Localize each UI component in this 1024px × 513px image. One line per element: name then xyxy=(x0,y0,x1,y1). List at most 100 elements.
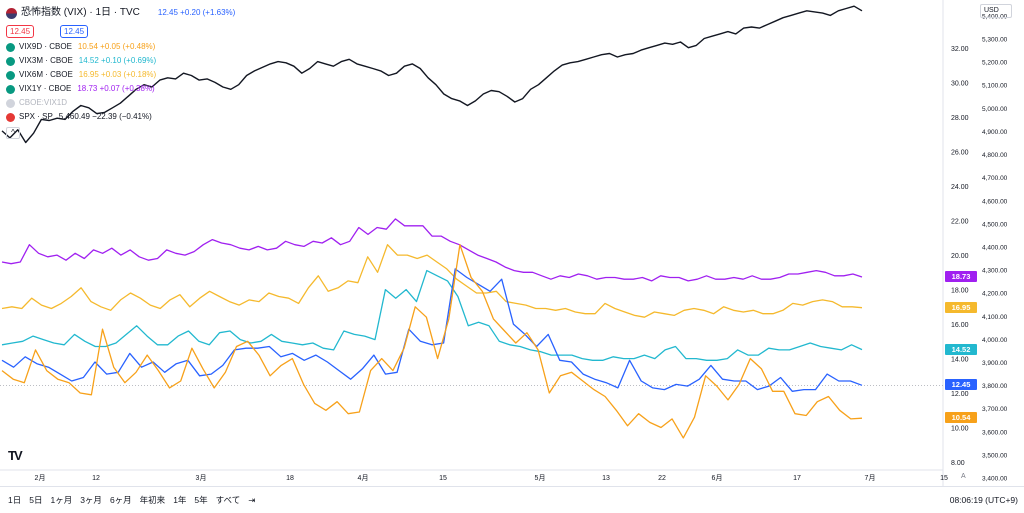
symbol-icon xyxy=(6,112,15,122)
series-line-vix3m xyxy=(1,269,863,361)
range-1y-button[interactable]: 1年 xyxy=(173,495,187,505)
y-right-tick: 5,300.00 xyxy=(982,37,1008,44)
y-right-tick: 3,600.00 xyxy=(982,429,1008,436)
y-right-tick: 4,800.00 xyxy=(982,152,1008,159)
y-left-tick: 18.00 xyxy=(951,288,969,295)
x-tick-label: 6月 xyxy=(712,474,723,482)
series-line-vix6m xyxy=(1,244,863,318)
symbol-icon xyxy=(6,56,15,66)
legend-label: VIX6M · CBOE xyxy=(19,70,73,79)
legend-item[interactable]: VIX6M · CBOE 16.95 +0.03 (+0.18%) xyxy=(6,68,235,82)
range-5y-button[interactable]: 5年 xyxy=(194,495,208,505)
us-flag-icon xyxy=(6,7,17,19)
y-right-tick: 4,400.00 xyxy=(982,244,1008,251)
range-all-button[interactable]: すべて xyxy=(215,495,241,505)
y-left-tick: 28.00 xyxy=(951,115,969,122)
range-ytd-button[interactable]: 年初来 xyxy=(139,495,166,505)
y-right-tick: 4,700.00 xyxy=(982,175,1008,182)
legend-label: VIX9D · CBOE xyxy=(19,42,72,51)
y-right-tick: 5,100.00 xyxy=(982,83,1008,90)
y-right-tick: 4,100.00 xyxy=(982,314,1008,321)
y-right-tick: 5,400.00 xyxy=(982,13,1008,20)
range-1d-button[interactable]: 1日 xyxy=(8,495,22,505)
y-right-tick: 4,900.00 xyxy=(982,129,1008,136)
x-tick-label: 3月 xyxy=(196,474,207,482)
range-1m-button[interactable]: 1ヶ月 xyxy=(50,495,73,505)
x-axis: 2月 12 3月 18 4月 15 5月 13 22 6月 17 7月 15 xyxy=(35,474,948,482)
legend-quote: 14.52 +0.10 (+0.69%) xyxy=(78,56,157,65)
last-value-badge: 16.95 xyxy=(945,301,977,313)
last-value-badge: 14.52 xyxy=(945,343,977,355)
legend-item[interactable]: VIX9D · CBOE 10.54 +0.05 (+0.48%) xyxy=(6,40,235,54)
y-right-tick: 3,900.00 xyxy=(982,360,1008,367)
symbol-title: 恐怖指数 (VIX) · 1日 · TVC xyxy=(21,7,140,18)
y-right-tick: 4,200.00 xyxy=(982,291,1008,298)
legend-label: VIX1Y · CBOE xyxy=(19,84,72,93)
symbol-icon xyxy=(6,98,15,108)
x-tick-label: 15 xyxy=(439,475,447,482)
legend-title-row[interactable]: 恐怖指数 (VIX) · 1日 · TVC 12.45 +0.20 (+1.63… xyxy=(6,6,235,20)
y-right-tick: 5,200.00 xyxy=(982,60,1008,67)
legend-item[interactable]: SPX · SP 5,460.49 −22.39 (−0.41%) xyxy=(6,110,235,124)
legend-quote: 16.95 +0.03 (+0.18%) xyxy=(78,70,157,79)
legend-label: SPX · SP xyxy=(19,112,53,121)
y-left-tick: 24.00 xyxy=(951,184,969,191)
last-value-badge: 12.45 xyxy=(945,379,977,391)
y-right-tick: 4,500.00 xyxy=(982,221,1008,228)
legend-item[interactable]: VIX1Y · CBOE 18.73 +0.07 (+0.38%) xyxy=(6,82,235,96)
y-right-tick: 5,000.00 xyxy=(982,106,1008,113)
x-tick-label: 18 xyxy=(286,475,294,482)
y-left-tick: 14.00 xyxy=(951,357,969,364)
y-right-tick: 3,500.00 xyxy=(982,452,1008,459)
bottom-toolbar: 1日 5日 1ヶ月 3ヶ月 6ヶ月 年初来 1年 5年 すべて ⇥ 08:06:… xyxy=(0,486,1024,513)
bid-ask-row: 12.45 12.45 xyxy=(6,24,235,38)
y-right-tick: 3,700.00 xyxy=(982,406,1008,413)
symbol-icon xyxy=(6,42,15,52)
legend-quote: 5,460.49 −22.39 (−0.41%) xyxy=(58,112,152,121)
symbol-icon xyxy=(6,70,15,80)
legend-label: VIX3M · CBOE xyxy=(19,56,73,65)
x-tick-label: 4月 xyxy=(358,474,369,482)
series-line-vix1y xyxy=(1,218,863,282)
range-3m-button[interactable]: 3ヶ月 xyxy=(80,495,102,505)
series-line-spx xyxy=(1,5,863,144)
y-left-tick: 10.00 xyxy=(951,426,969,433)
currency-select[interactable]: USD xyxy=(980,4,1012,18)
y-left-tick: 30.00 xyxy=(951,81,969,88)
y-left-tick: 22.00 xyxy=(951,219,969,226)
collapse-legend-button[interactable]: ^ xyxy=(6,127,20,139)
legend-quote: 18.73 +0.07 (+0.38%) xyxy=(77,84,155,93)
last-value-badge: 18.73 xyxy=(945,270,977,282)
y-left-tick: 20.00 xyxy=(951,253,969,260)
goto-date-icon[interactable]: ⇥ xyxy=(248,494,256,505)
series-lines xyxy=(1,5,863,439)
last-value-badge: 10.54 xyxy=(945,412,977,424)
y-right-tick: 4,600.00 xyxy=(982,198,1008,205)
y-right-tick: 3,800.00 xyxy=(982,383,1008,390)
grid: 8.00 10.00 12.00 14.00 16.00 18.00 20.00 22.00 2… xyxy=(0,0,1008,486)
ask-box[interactable]: 12.45 xyxy=(60,24,89,38)
x-tick-label: 15 xyxy=(940,475,948,482)
legend-quote: 10.54 +0.05 (+0.48%) xyxy=(77,42,156,51)
x-tick-label: 2月 xyxy=(35,474,46,482)
y-left-tick: 26.00 xyxy=(951,150,969,157)
symbol-icon xyxy=(6,84,15,94)
auto-scale-button[interactable]: A xyxy=(961,473,966,480)
tradingview-logo: TV xyxy=(8,448,23,463)
symbol-quote: 12.45 +0.20 (+1.63%) xyxy=(157,8,236,17)
legend-item[interactable]: VIX3M · CBOE 14.52 +0.10 (+0.69%) xyxy=(6,54,235,68)
y-right-tick: 4,300.00 xyxy=(982,268,1008,275)
bid-box[interactable]: 12.45 xyxy=(6,24,35,38)
y-left-tick: 16.00 xyxy=(951,322,969,329)
range-6m-button[interactable]: 6ヶ月 xyxy=(109,495,132,505)
legend: 恐怖指数 (VIX) · 1日 · TVC 12.45 +0.20 (+1.63… xyxy=(6,6,235,140)
clock: 08:06:19 (UTC+9) xyxy=(949,495,1018,505)
x-tick-label: 13 xyxy=(602,475,610,482)
x-tick-label: 17 xyxy=(793,475,801,482)
range-5d-button[interactable]: 5日 xyxy=(29,495,43,505)
x-tick-label: 22 xyxy=(658,475,666,482)
series-line-vix9d xyxy=(1,244,863,439)
legend-item[interactable]: CBOE:VIX1D xyxy=(6,96,235,110)
